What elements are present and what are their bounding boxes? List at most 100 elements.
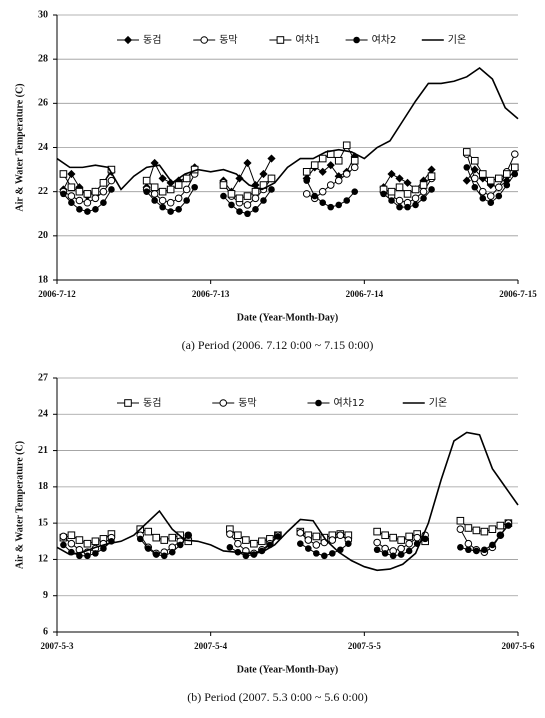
marker [405,539,413,548]
x-tick-label: 2007-5-4 [194,641,227,651]
marker [495,192,503,200]
y-tick-label: 27 [38,372,48,383]
caption: (a) Period (2006. 7.12 0:00 ~ 7.15 0:00) [182,338,374,352]
marker [92,550,99,557]
marker [503,181,511,189]
marker [396,203,403,211]
marker [421,535,429,543]
y-tick-label: 18 [38,481,48,492]
marker [67,539,76,548]
marker [84,552,91,560]
marker [350,156,359,165]
marker [158,196,167,205]
marker [342,141,351,150]
marker [496,521,505,530]
marker [159,203,166,211]
marker [236,208,243,215]
marker [326,181,335,189]
marker [397,536,405,544]
marker [479,194,487,202]
marker [91,194,100,203]
marker [174,194,183,203]
marker [158,174,167,183]
x-tick-label: 2007-5-6 [502,641,535,651]
legend-label: 기온 [448,34,466,46]
marker [389,552,397,560]
series-line [56,431,519,572]
marker [318,187,327,196]
marker [326,161,335,170]
marker [123,35,133,45]
y-tick-label: 21 [38,445,48,456]
marker [395,174,404,183]
marker [166,178,175,187]
marker [312,532,321,541]
marker [182,185,191,194]
marker [302,167,311,176]
marker [226,544,234,551]
x-tick-label: 2006-7-12 [38,289,76,299]
marker [505,522,512,529]
marker [488,525,497,533]
marker [463,164,471,171]
y-axis-title: Air & Water Temperature (C) [14,441,25,569]
marker [478,187,487,196]
marker [473,547,480,555]
marker [397,544,405,553]
marker [60,541,67,549]
marker [472,526,481,535]
marker [136,535,144,543]
marker [91,187,100,196]
marker [183,197,190,204]
marker [480,527,489,536]
marker [489,541,496,549]
marker [235,174,244,183]
marker [76,206,83,213]
marker [403,190,412,198]
marker [387,187,396,196]
marker [510,150,519,158]
marker [219,181,228,189]
marker [243,158,252,168]
marker [328,536,337,544]
marker [143,188,150,195]
y-tick-label: 24 [38,409,48,420]
marker [397,551,405,558]
marker [302,190,311,198]
marker [174,181,183,189]
marker [297,540,304,548]
series-line [63,522,509,554]
marker [252,206,259,213]
marker [403,178,412,187]
marker [389,533,397,542]
marker [373,538,381,547]
marker [343,197,351,204]
marker [405,547,413,555]
marker [481,546,488,554]
series-line [62,144,516,199]
marker [99,187,108,196]
marker [226,530,234,538]
y-tick-label: 26 [38,98,48,109]
marker [494,183,503,192]
marker [373,546,381,554]
marker [412,201,419,209]
marker [486,176,495,185]
marker [456,516,465,525]
marker [342,170,351,178]
marker [411,194,420,203]
marker [243,201,252,209]
marker [419,187,428,196]
marker [304,536,313,544]
marker [142,176,151,185]
marker [420,194,427,202]
y-tick-label: 30 [38,9,48,20]
legend-label: 동검 [143,34,161,46]
y-tick-label: 28 [38,53,48,64]
marker [150,183,159,192]
marker [83,190,92,198]
marker [487,199,495,207]
marker [67,531,76,540]
marker [158,187,167,196]
marker [234,539,242,548]
